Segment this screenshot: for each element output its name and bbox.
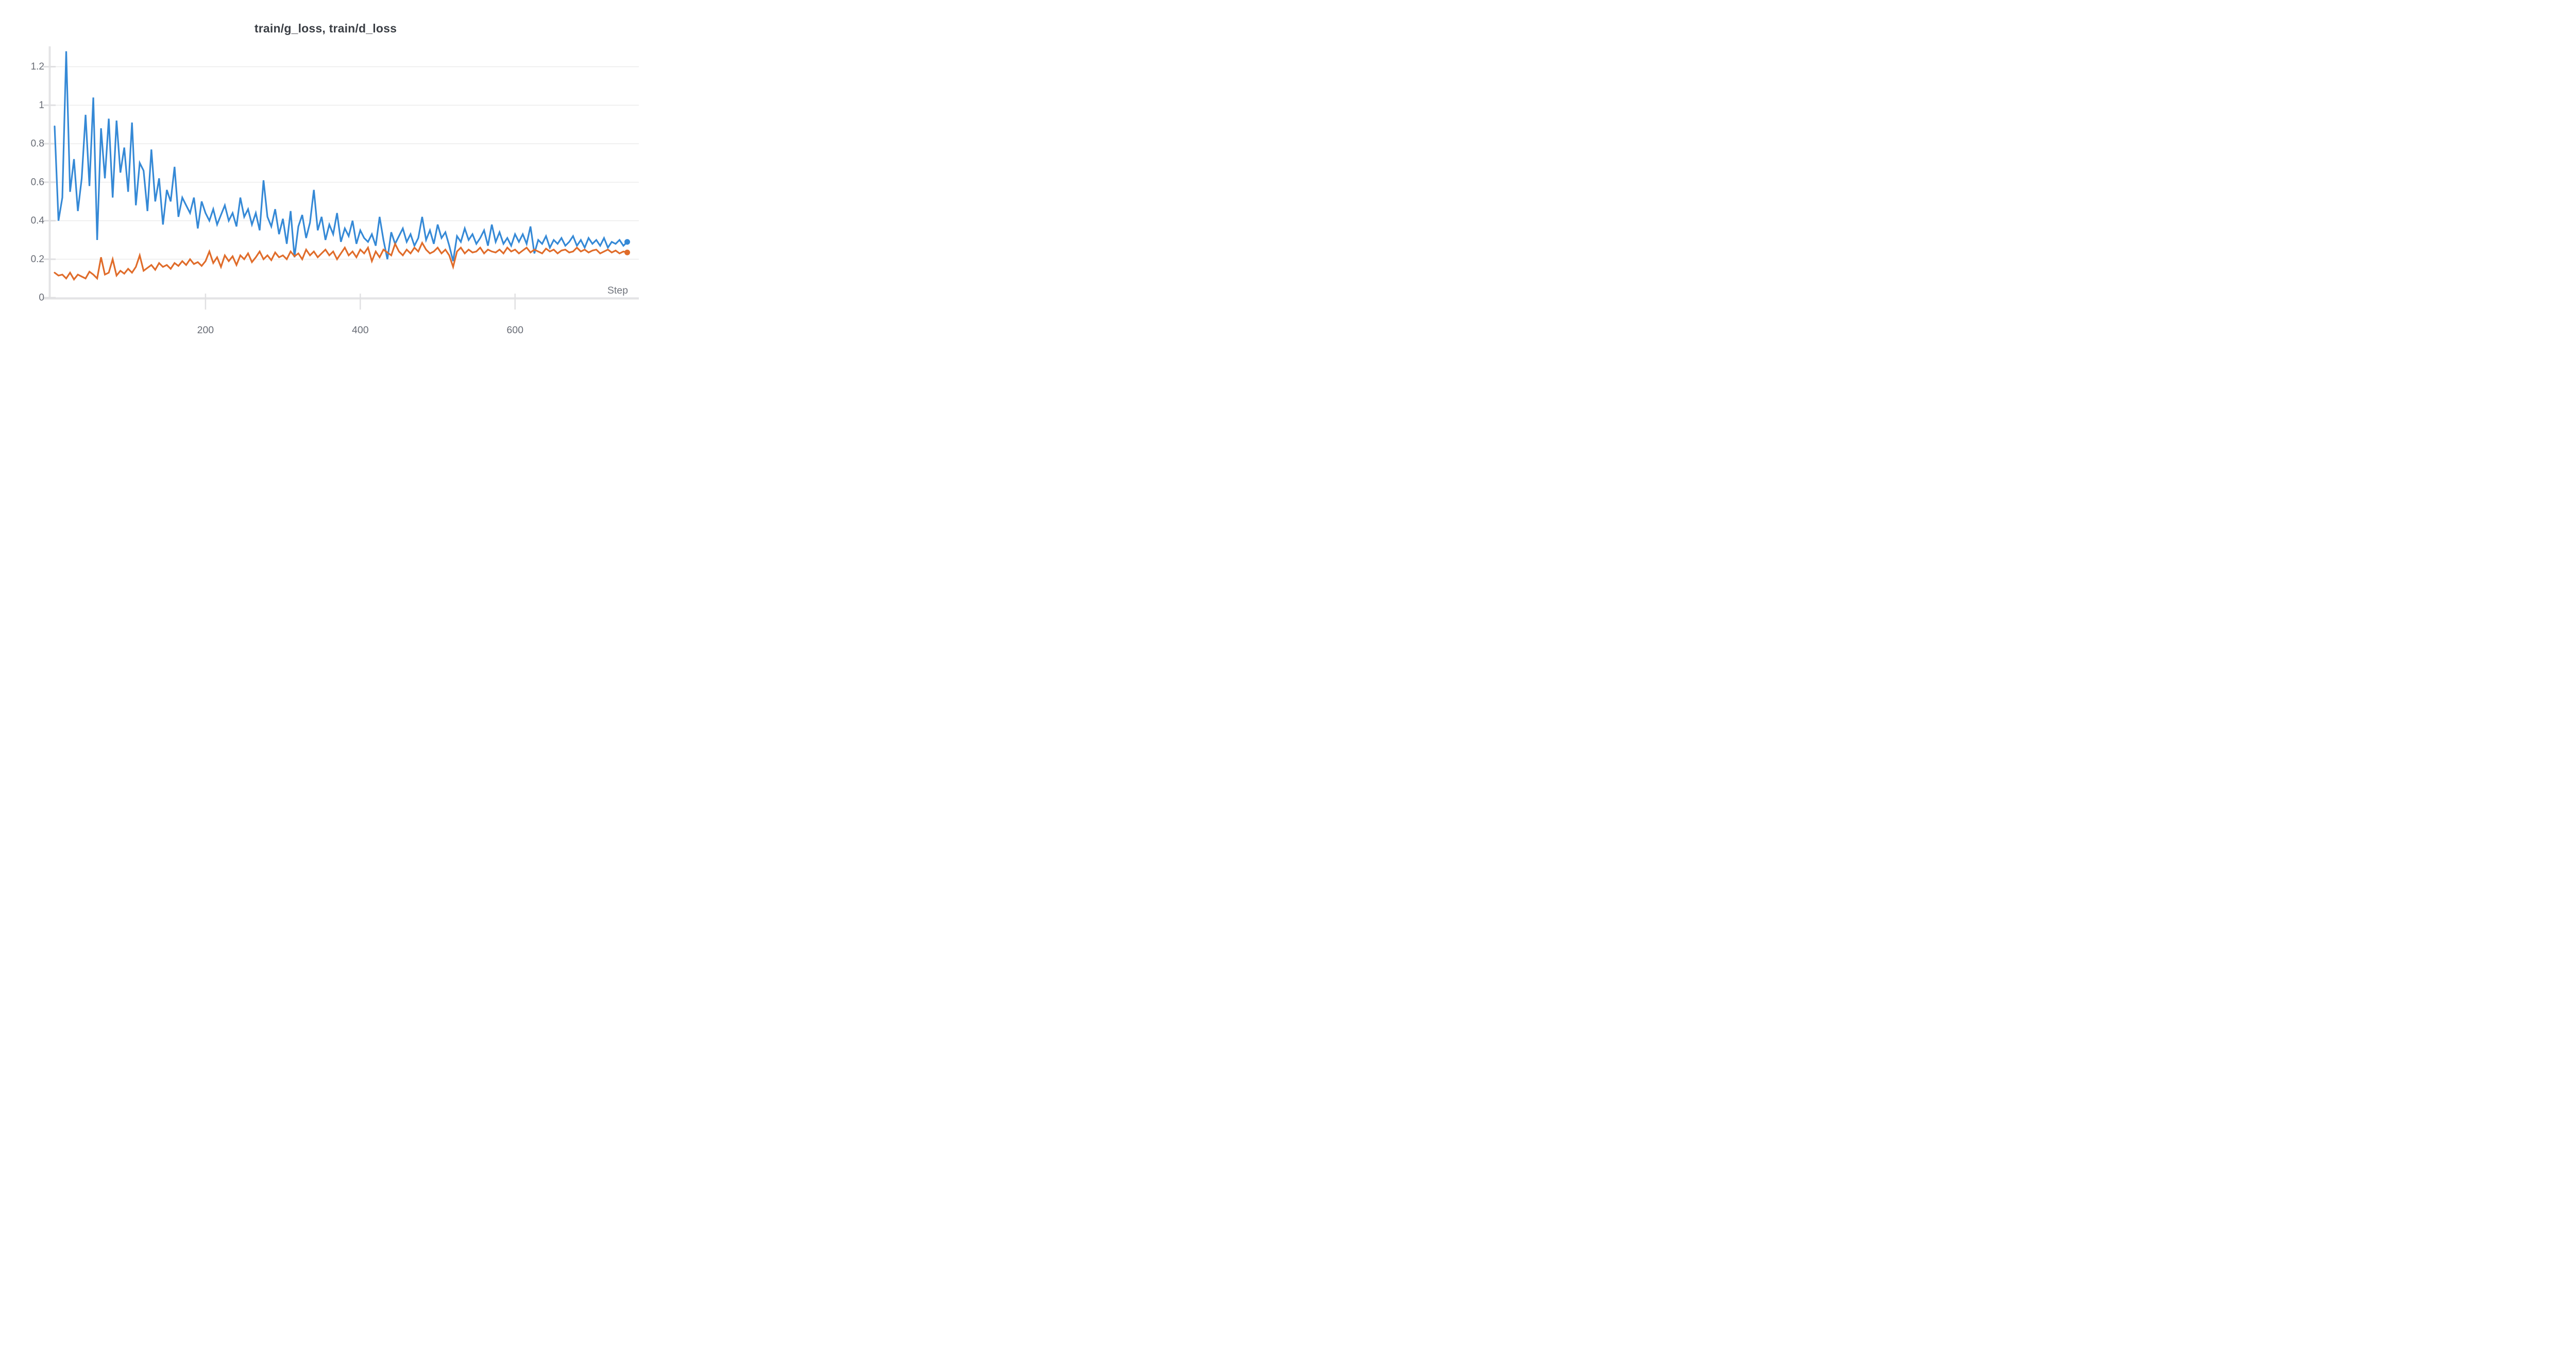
y-axis-line [48, 46, 51, 299]
chart-title: train/g_loss, train/d_loss [254, 22, 397, 35]
y-tick-label-0.4: 0.4 [31, 215, 45, 226]
loss-chart-panel: train/g_loss, train/d_loss 0 0.2 0.4 0.6 0.8… [0, 0, 651, 342]
end-marker-g-loss [624, 239, 630, 245]
y-tick-label-1.2: 1.2 [31, 61, 44, 72]
loss-plot-area[interactable]: 0 0.2 0.4 0.6 0.8 1 1.2 200 400 600 Step [0, 0, 651, 342]
x-tick-label-200: 200 [197, 324, 214, 336]
x-tick-label-400: 400 [352, 324, 369, 336]
series-line-g-loss [54, 51, 629, 262]
x-axis-line [43, 297, 639, 300]
y-tick-label-1: 1 [39, 100, 44, 111]
y-tick-label-0.6: 0.6 [31, 177, 44, 187]
end-marker-d-loss [624, 249, 630, 255]
y-tick-label-0.8: 0.8 [31, 139, 44, 149]
y-tick-label-0.2: 0.2 [31, 254, 44, 265]
x-axis-label: Step [607, 285, 628, 296]
series-line-d-loss [54, 241, 629, 281]
y-tick-label-0: 0 [39, 293, 44, 303]
x-tick-label-600: 600 [506, 324, 523, 336]
